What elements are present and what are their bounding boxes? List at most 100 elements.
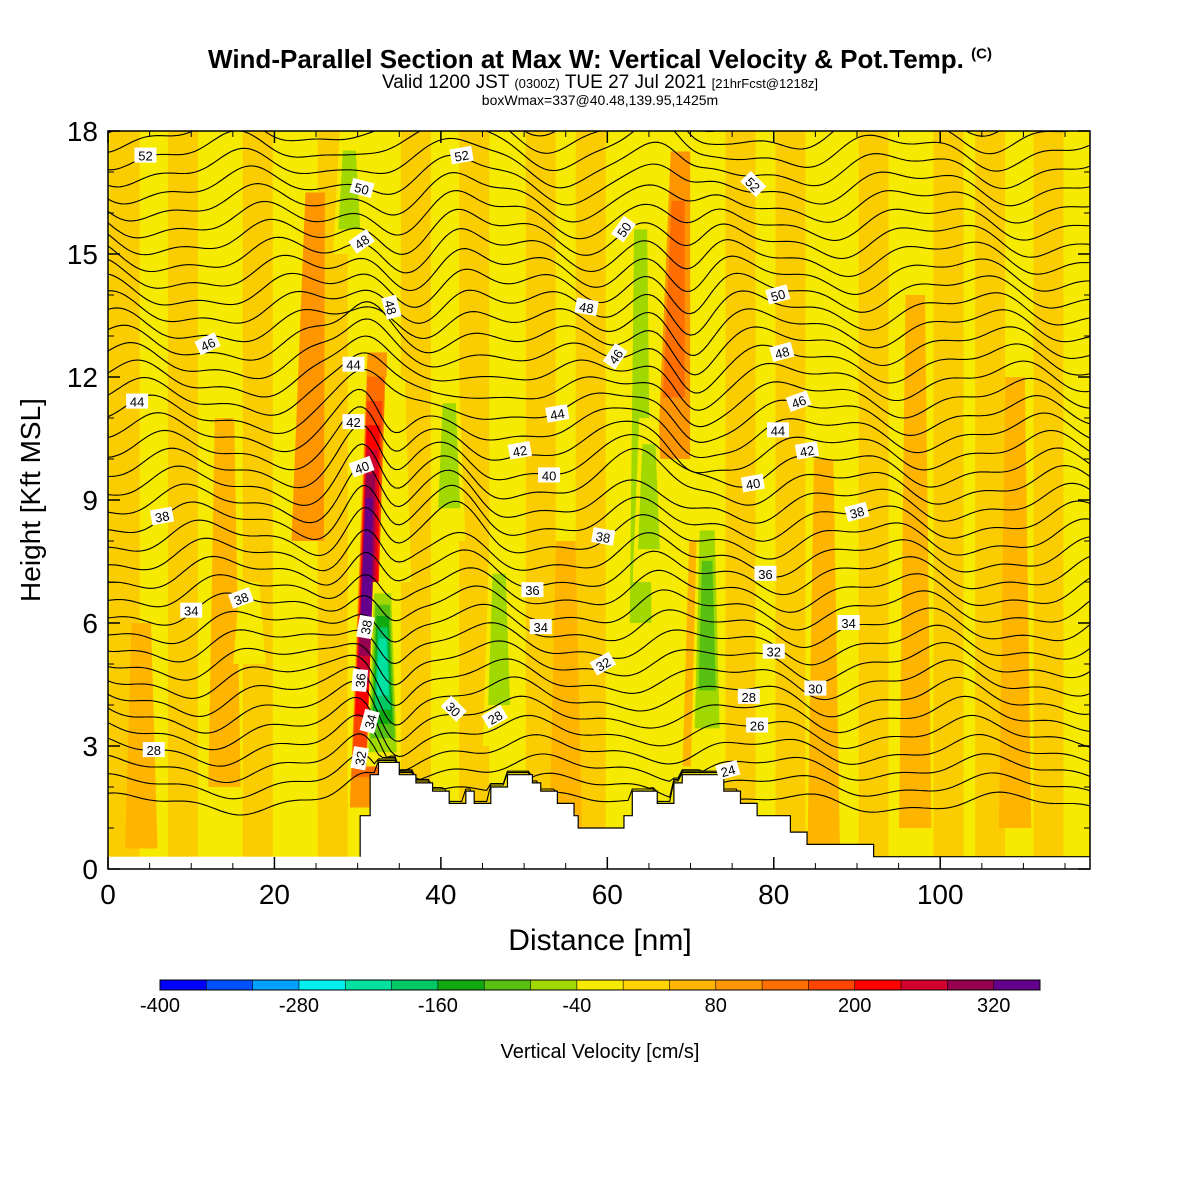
colorbar-tick-label: -40: [562, 995, 591, 1017]
theta-isoline: [108, 190, 1090, 241]
contour-label: 32: [589, 651, 617, 676]
updraft-cell: [807, 459, 840, 849]
theta-isoline: [108, 172, 1090, 224]
contour-label-bg: [359, 708, 380, 734]
theta-isoline: [108, 622, 1090, 666]
contour-label-text: 40: [353, 458, 372, 477]
contour-label-bg: [785, 390, 812, 412]
colorbar-swatch: [252, 980, 300, 990]
theta-isoline: [108, 137, 1090, 190]
updraft-cell: [662, 200, 685, 398]
contour-label-text: 40: [542, 468, 556, 483]
contour-label-bg: [762, 643, 785, 659]
colorbar-swatch: [669, 980, 717, 990]
theta-isoline: [108, 368, 1090, 443]
contour-label-text: 46: [198, 335, 217, 355]
contour-label: 30: [440, 695, 467, 722]
contour-label-text: 48: [352, 232, 372, 253]
contour-label: 52: [740, 170, 767, 198]
colorbar-tick-label: -160: [418, 995, 458, 1017]
contour-label: 32: [350, 746, 369, 771]
contour-label-bg: [545, 404, 570, 423]
contour-label-text: 34: [841, 616, 855, 631]
colorbar-swatch: [808, 980, 856, 990]
theta-isoline: [108, 666, 1090, 726]
contour-label-bg: [521, 582, 544, 598]
colorbar-swatch: [206, 980, 254, 990]
theta-isoline: [108, 424, 1090, 489]
contour-label: 48: [574, 297, 599, 317]
contour-label-bg: [769, 341, 795, 363]
theta-isoline: [108, 603, 1090, 649]
colorbar-swatch: [576, 980, 624, 990]
weak-updraft-band: [575, 131, 606, 869]
y-tick-label: 15: [67, 239, 98, 270]
contour-label-bg: [529, 619, 552, 635]
contour-label-bg: [381, 294, 402, 320]
updraft-cell: [360, 498, 373, 626]
contour-label-text: 34: [534, 620, 548, 635]
contour-label: 42: [794, 441, 820, 460]
contour-label: 52: [449, 145, 474, 165]
contour-label-bg: [574, 297, 599, 317]
contour-label-text: 32: [352, 750, 369, 767]
contour-label: 38: [356, 614, 375, 640]
contour-label-text: 30: [808, 682, 822, 697]
colorbar-swatch: [484, 980, 532, 990]
theta-isoline: [108, 443, 1090, 506]
contour-label-bg: [350, 746, 369, 771]
contour-label: 38: [149, 506, 175, 526]
colorbar-tick-label: 320: [977, 995, 1010, 1017]
contour-label-bg: [440, 695, 467, 722]
x-tick-label: 60: [592, 879, 623, 910]
contour-label: 34: [359, 708, 380, 734]
contour-label-bg: [746, 717, 769, 733]
contour-label-text: 46: [606, 347, 627, 367]
contour-label: 38: [591, 527, 616, 546]
contour-label: 40: [348, 455, 375, 478]
x-tick-label: 20: [259, 879, 290, 910]
contour-label-text: 32: [593, 654, 613, 674]
x-axis-label: Distance [nm]: [508, 924, 691, 957]
contour-label-bg: [228, 587, 254, 609]
contour-label: 28: [481, 704, 509, 729]
contour-label: 36: [351, 668, 369, 692]
downdraft-cell: [376, 638, 389, 696]
theta-isoline: [108, 484, 1090, 542]
contour-label-text: 38: [154, 508, 171, 525]
contour-label-text: 44: [549, 406, 566, 423]
contour-label: 48: [769, 341, 795, 363]
contour-label-bg: [481, 704, 509, 729]
colorbar-swatch: [391, 980, 439, 990]
theta-isoline: [108, 529, 1090, 578]
contour-label-bg: [740, 473, 766, 493]
contour-label-text: 38: [232, 589, 251, 608]
contour-label-bg: [737, 688, 760, 704]
colorbar-swatch: [437, 980, 485, 990]
contour-label-text: 50: [769, 286, 787, 304]
contour-label-text: 38: [848, 504, 866, 522]
contour-label: 40: [740, 473, 766, 493]
contour-label-bg: [589, 651, 617, 676]
theta-isoline: [108, 753, 1090, 800]
contour-label-text: 50: [353, 180, 371, 198]
contour-label-text: 28: [485, 708, 505, 728]
contour-label: 26: [746, 717, 769, 734]
theta-isoline: [108, 463, 1090, 524]
contour-label: 42: [342, 414, 365, 430]
theta-isoline: [108, 549, 1090, 596]
contour-label-bg: [342, 356, 365, 372]
colorbar-swatch: [160, 980, 207, 990]
colorbar-tick-label: -280: [279, 995, 319, 1017]
theta-isoline: [108, 208, 1090, 260]
contour-labels: 52 52 52 50 50 50 48 48 48 48 46 46 46 44 44 44 44 42 42 42…: [126, 145, 870, 781]
theta-isoline: [108, 733, 1090, 784]
theta-isoline: [108, 714, 1090, 772]
contour-label-bg: [766, 422, 789, 438]
downdraft-cell: [438, 403, 461, 509]
contour-label-bg: [591, 527, 616, 546]
contour-label: 48: [381, 294, 402, 320]
contour-label-text: 52: [453, 147, 470, 164]
y-tick-label: 12: [67, 362, 98, 393]
contour-label-text: 32: [767, 645, 781, 660]
